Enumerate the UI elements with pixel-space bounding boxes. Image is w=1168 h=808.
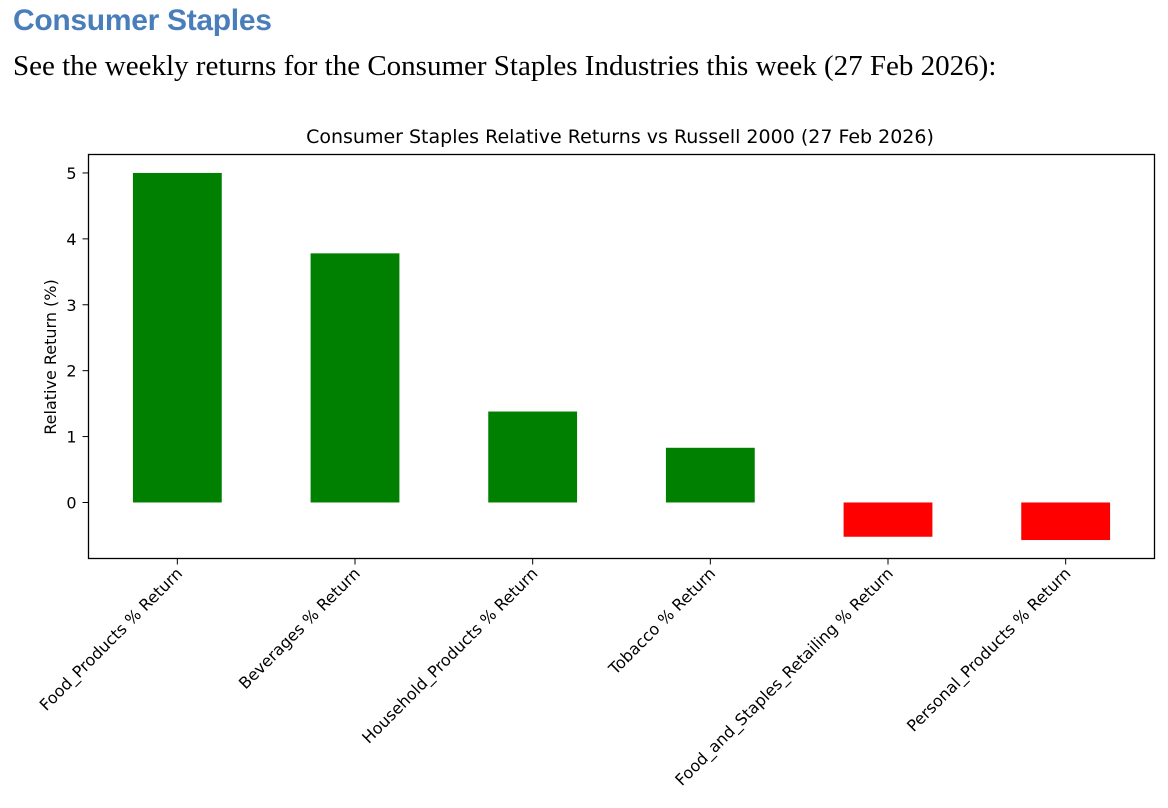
- y-tick-label: 3: [66, 296, 76, 315]
- y-tick-label: 1: [66, 428, 76, 447]
- y-tick-label: 5: [66, 164, 76, 183]
- intro-text: See the weekly returns for the Consumer …: [13, 50, 997, 82]
- y-tick-label: 4: [66, 230, 76, 249]
- x-tick-label: Personal_Products % Return: [903, 564, 1075, 736]
- bar: [665, 447, 755, 503]
- bar: [843, 502, 933, 537]
- x-tick-label: Household_Products % Return: [358, 564, 542, 748]
- x-tick-label: Tobacco % Return: [604, 564, 719, 679]
- x-tick-label: Beverages % Return: [235, 564, 364, 693]
- x-tick-label: Food_and_Staples_Retailing % Return: [671, 564, 897, 790]
- x-tick-label: Food_Products % Return: [36, 564, 187, 715]
- bar: [132, 172, 222, 503]
- y-tick-label: 0: [66, 493, 76, 512]
- bar: [1021, 502, 1111, 541]
- y-tick-label: 2: [66, 362, 76, 381]
- plot-frame: [87, 153, 1156, 560]
- bar: [488, 411, 578, 503]
- bar: [310, 253, 400, 503]
- chart-title: Consumer Staples Relative Returns vs Rus…: [306, 126, 934, 148]
- page-heading: Consumer Staples: [13, 4, 272, 37]
- y-axis-label: Relative Return (%): [41, 279, 60, 434]
